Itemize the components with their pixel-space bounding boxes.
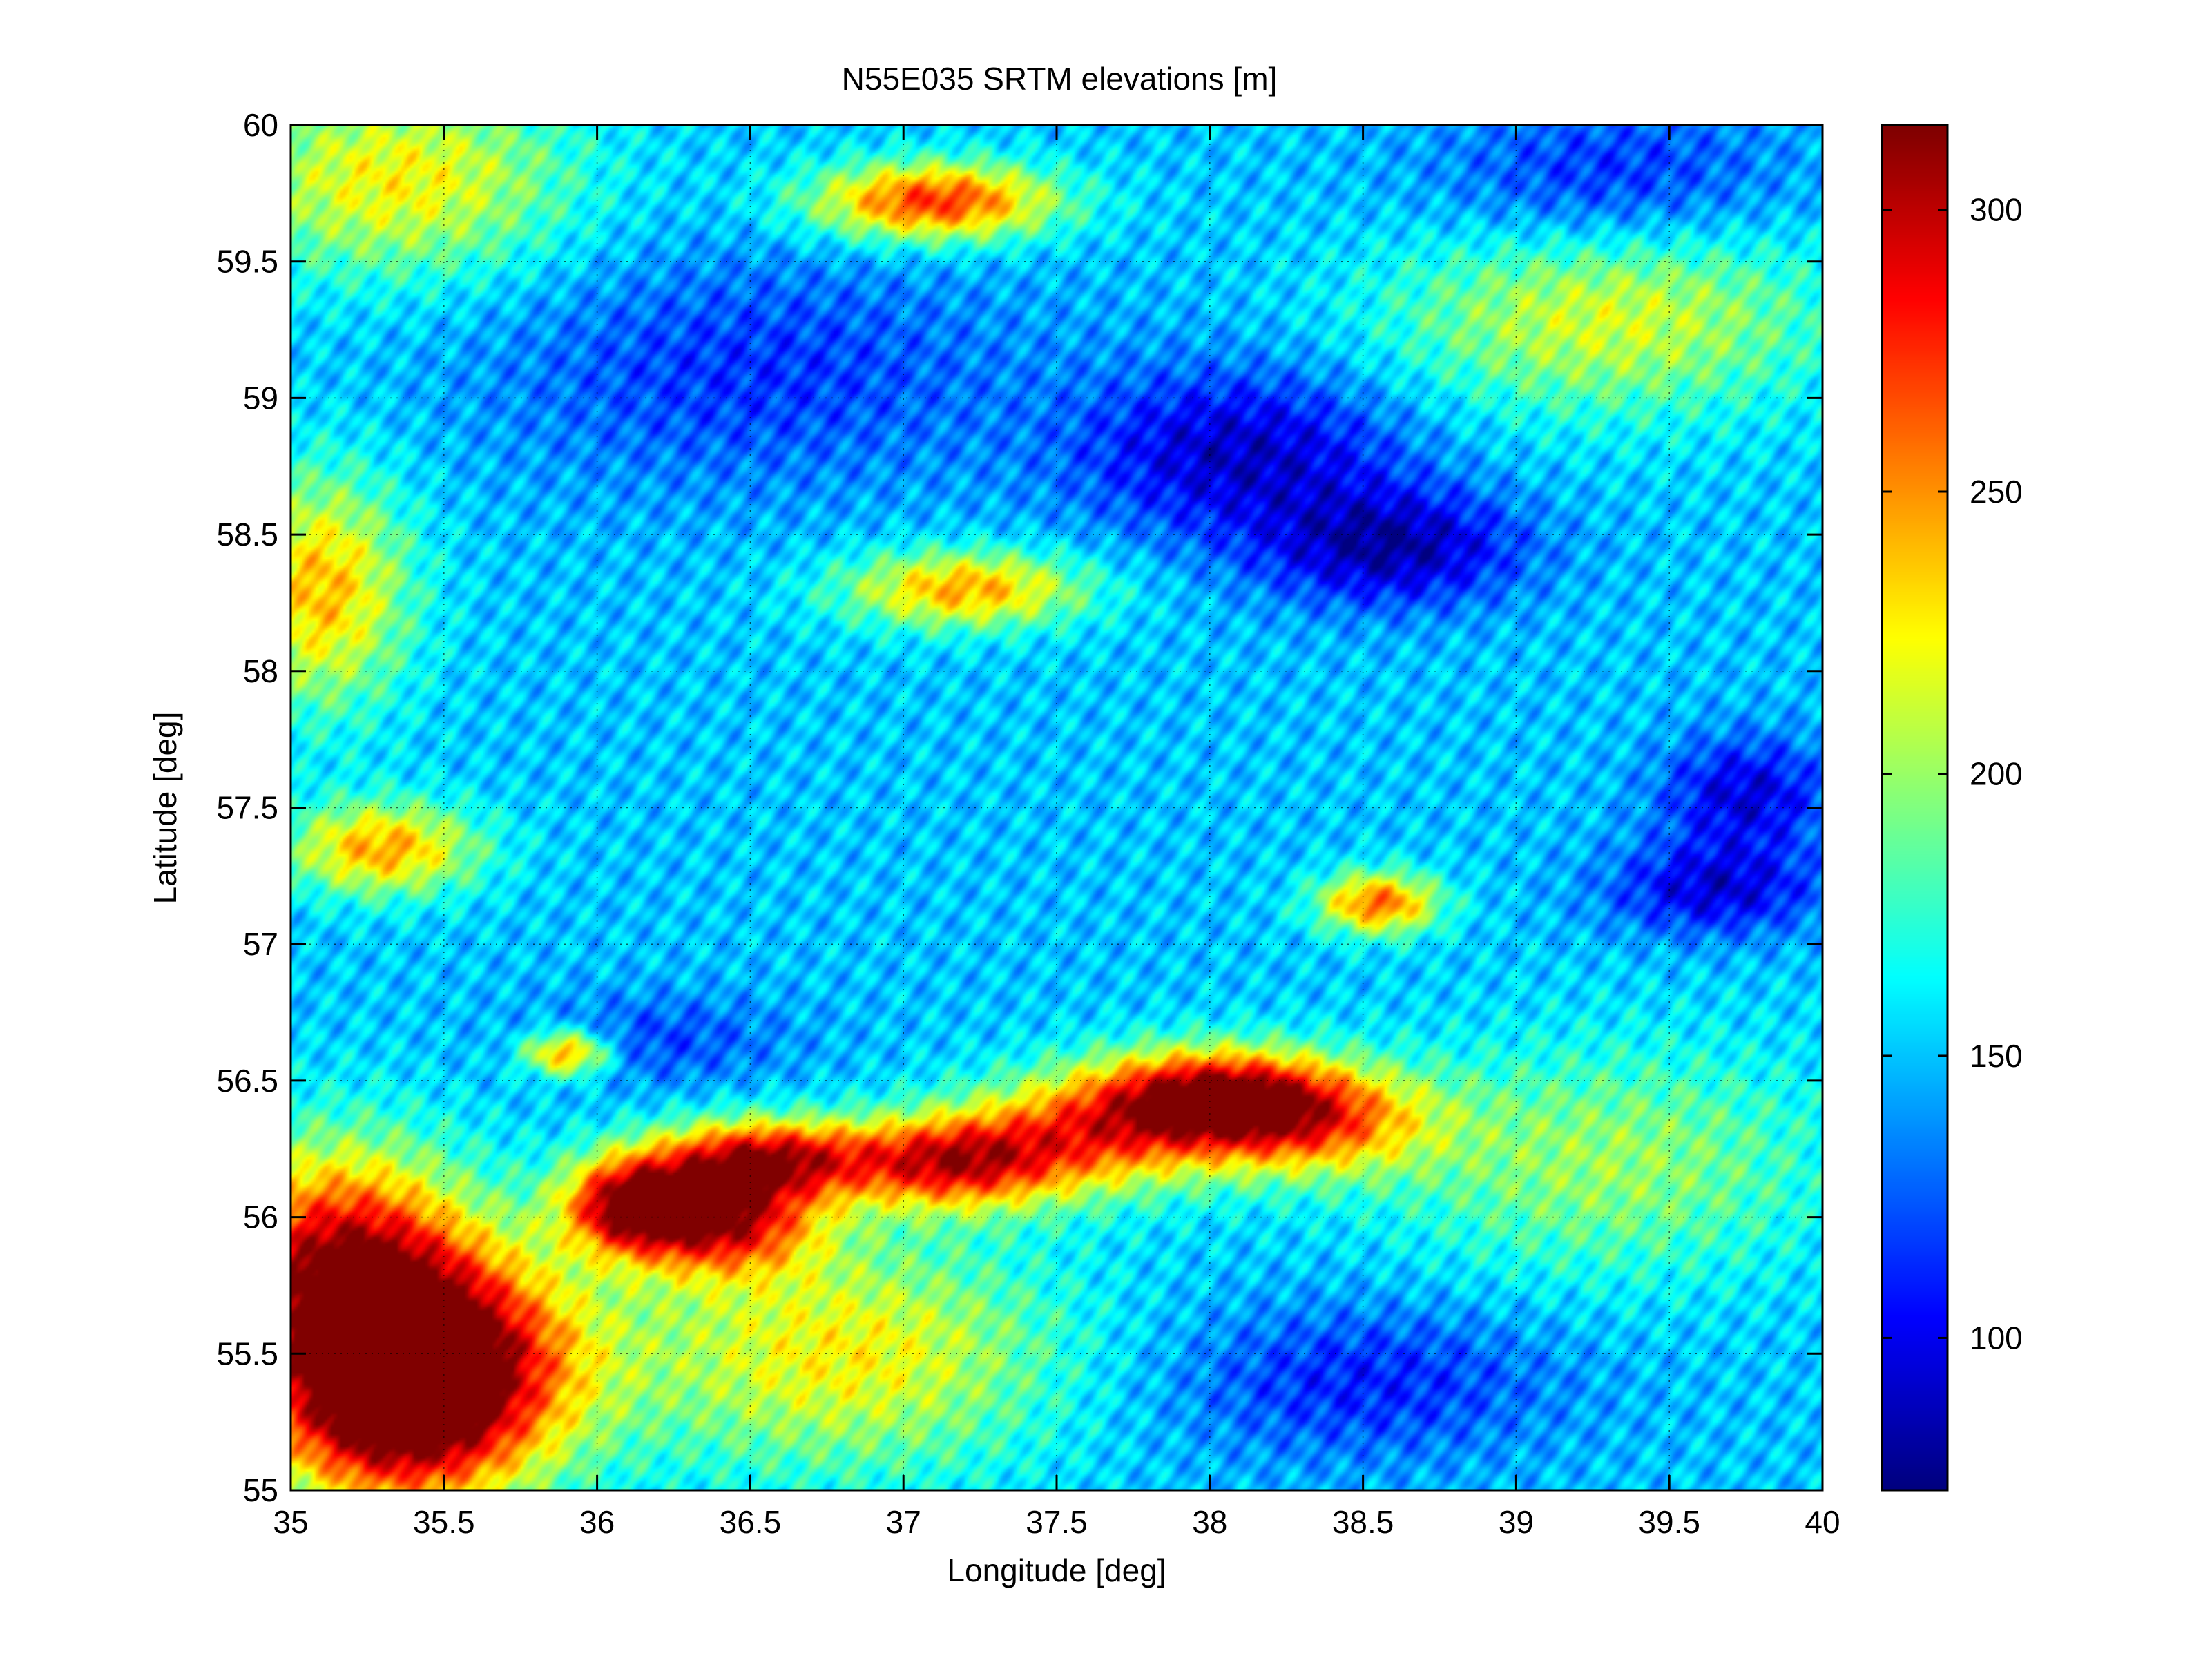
y-tick-label: 58: [243, 653, 278, 689]
x-tick-label: 35.5: [413, 1504, 475, 1540]
colorbar-tick-label: 300: [1970, 192, 2023, 228]
y-axis-label: Latitude [deg]: [147, 712, 183, 905]
x-tick-label: 39: [1499, 1504, 1534, 1540]
y-tick-label: 57.5: [216, 790, 278, 826]
grid-lines: [290, 124, 1823, 1491]
y-tick-label: 55: [243, 1472, 278, 1508]
colorbar-tick-label: 200: [1970, 755, 2023, 791]
colorbar: [1882, 125, 1947, 1490]
y-tick-label: 56.5: [216, 1063, 278, 1099]
x-axis-label: Longitude [deg]: [947, 1552, 1166, 1588]
colorbar-tick-label: 250: [1970, 474, 2023, 510]
x-tick-label: 39.5: [1638, 1504, 1700, 1540]
y-tick-label: 55.5: [216, 1336, 278, 1371]
y-axis: 55 55.5 56 56.5 57 57.5 58 58.5 59 59.5 60: [216, 107, 1823, 1508]
x-tick-label: 35: [273, 1504, 308, 1540]
y-tick-label: 58.5: [216, 517, 278, 552]
x-tick-label: 37.5: [1026, 1504, 1088, 1540]
y-tick-label: 59: [243, 380, 278, 416]
x-axis: 35 35.5 36 36.5 37 37.5 38 38.5 39 39.5 40: [273, 125, 1840, 1540]
y-tick-label: 56: [243, 1199, 278, 1235]
x-tick-label: 38: [1192, 1504, 1227, 1540]
x-tick-label: 38.5: [1332, 1504, 1394, 1540]
x-tick-label: 36.5: [720, 1504, 782, 1540]
chart-title: N55E035 SRTM elevations [m]: [842, 61, 1278, 97]
y-tick-label: 59.5: [216, 244, 278, 280]
colorbar-tick-label: 150: [1970, 1038, 2023, 1074]
colorbar-ticks: 100 150 200 250 300: [1882, 192, 2023, 1356]
y-tick-label: 57: [243, 926, 278, 962]
colorbar-tick-label: 100: [1970, 1320, 2023, 1356]
x-tick-label: 40: [1805, 1504, 1840, 1540]
x-tick-label: 37: [886, 1504, 921, 1540]
x-tick-label: 36: [579, 1504, 615, 1540]
y-tick-label: 60: [243, 107, 278, 143]
colorbar-frame: [1881, 124, 1949, 1492]
